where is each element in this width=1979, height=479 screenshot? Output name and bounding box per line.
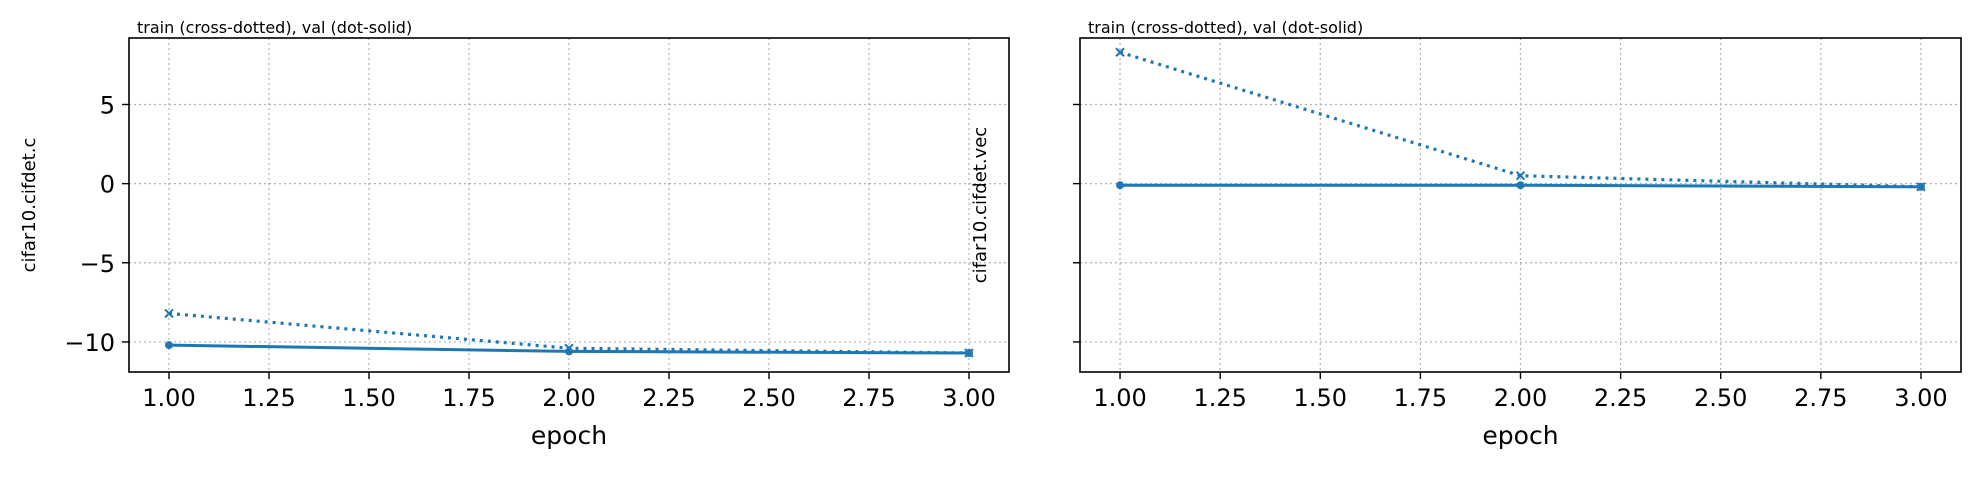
x-tick-label: 2.25 bbox=[642, 384, 695, 412]
x-tick-label: 2.00 bbox=[1494, 384, 1547, 412]
x-tick-label: 2.75 bbox=[1794, 384, 1847, 412]
x-axis-label: epoch bbox=[531, 421, 607, 450]
x-tick-label: 2.25 bbox=[1594, 384, 1647, 412]
val-point-marker bbox=[1116, 181, 1125, 190]
x-tick-label: 1.00 bbox=[1093, 384, 1146, 412]
x-tick-label: 1.50 bbox=[1294, 384, 1347, 412]
x-tick-label: 2.00 bbox=[542, 384, 595, 412]
y-tick-label: −10 bbox=[64, 329, 115, 357]
x-tick-label: 2.50 bbox=[742, 384, 795, 412]
train-point-marker bbox=[1115, 47, 1125, 57]
x-tick-label: 1.75 bbox=[1394, 384, 1447, 412]
x-axis-label: epoch bbox=[1482, 421, 1558, 450]
x-tick-label: 2.75 bbox=[842, 384, 895, 412]
x-tick-label: 1.25 bbox=[242, 384, 295, 412]
x-tick-label: 3.00 bbox=[942, 384, 995, 412]
val-point-marker bbox=[965, 349, 973, 358]
y-tick-label: 5 bbox=[100, 91, 115, 119]
chart-title: train (cross-dotted), val (dot-solid) bbox=[1088, 18, 1363, 37]
y-tick-label: −5 bbox=[80, 250, 115, 278]
train-point-marker bbox=[1515, 171, 1526, 181]
train-point-marker bbox=[164, 308, 174, 319]
x-tick-label: 1.75 bbox=[442, 384, 495, 412]
chart-left: 1.00 1.25 1.50 1.75 2.00 2.25 2.50 2.75 3.00 5 0 −5… bbox=[19, 18, 1010, 450]
x-tick-label: 1.50 bbox=[342, 384, 395, 412]
x-tick-label: 1.25 bbox=[1193, 384, 1246, 412]
x-tick-label: 2.50 bbox=[1694, 384, 1747, 412]
val-point-marker bbox=[565, 347, 573, 356]
chart-right: 1.00 1.25 1.50 1.75 2.00 2.25 2.50 2.75 3.00 trai… bbox=[970, 18, 1962, 450]
y-axis-label: cifar10.cifdet.vec bbox=[970, 127, 991, 283]
x-tick-label: 1.00 bbox=[142, 384, 195, 412]
val-point-marker bbox=[1516, 181, 1525, 190]
x-tick-label: 3.00 bbox=[1894, 384, 1947, 412]
chart-title: train (cross-dotted), val (dot-solid) bbox=[137, 18, 412, 37]
val-point-marker bbox=[1916, 182, 1925, 191]
y-axis-label: cifar10.cifdet.c bbox=[19, 138, 40, 273]
val-point-marker bbox=[165, 341, 173, 350]
y-tick-label: 0 bbox=[100, 171, 115, 199]
